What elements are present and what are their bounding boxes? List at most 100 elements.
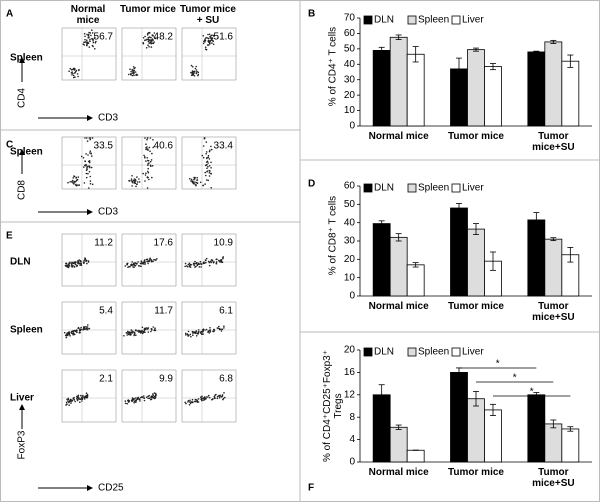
event-dot (79, 398, 81, 401)
significance-mark: * (513, 373, 517, 384)
percent-label: 2.1 (99, 374, 113, 385)
column-header: Tumor mice (120, 4, 176, 15)
event-dot (73, 175, 76, 178)
event-dot (143, 399, 146, 402)
event-dot (72, 332, 75, 335)
event-dot (95, 40, 97, 43)
event-dot (210, 187, 212, 189)
event-dot (202, 333, 204, 335)
event-dot (199, 331, 202, 333)
event-dot (192, 330, 194, 333)
event-dot (207, 37, 210, 40)
event-dot (200, 266, 202, 268)
event-dot (72, 262, 74, 265)
event-dot (72, 180, 74, 182)
event-dot (131, 185, 133, 187)
event-dot (147, 395, 149, 398)
event-dot (123, 335, 125, 337)
event-dot (150, 259, 153, 262)
event-dot (149, 160, 152, 163)
event-dot (184, 265, 186, 268)
event-dot (208, 150, 211, 153)
event-dot (86, 41, 89, 44)
event-dot (145, 328, 147, 331)
event-dot (77, 75, 79, 78)
event-dot (153, 41, 155, 43)
event-dot (219, 259, 222, 262)
event-dot (72, 74, 75, 77)
event-dot (140, 330, 143, 333)
event-dot (207, 179, 209, 182)
event-dot (148, 397, 151, 400)
event-dot (133, 398, 135, 400)
bar (544, 423, 563, 463)
event-dot (128, 180, 131, 182)
event-dot (209, 149, 211, 151)
event-dot (144, 263, 146, 265)
bar (467, 49, 485, 127)
error-bar (456, 57, 462, 81)
event-dot (73, 69, 76, 71)
event-dot (142, 261, 145, 264)
event-dot (207, 39, 210, 42)
bar (372, 223, 391, 297)
event-dot (212, 34, 215, 37)
event-dot (196, 179, 198, 181)
event-dot (148, 36, 151, 38)
event-dot (194, 331, 196, 333)
bar (450, 371, 468, 463)
event-dot (194, 176, 196, 179)
event-dot (133, 71, 135, 74)
event-dot (190, 64, 193, 67)
event-dot (196, 264, 199, 267)
event-dot (211, 42, 213, 44)
event-dot (133, 400, 136, 403)
event-dot (133, 178, 136, 180)
event-dot (194, 183, 196, 185)
event-dot (86, 33, 88, 36)
event-dot (191, 72, 193, 74)
y-tick-label: 4 (349, 434, 355, 445)
y-tick-label: 20 (344, 254, 356, 265)
event-dot (130, 399, 133, 402)
event-dot (207, 33, 209, 36)
event-dot (128, 331, 131, 334)
event-dot (189, 402, 192, 405)
event-dot (209, 41, 211, 43)
error-bar (533, 212, 540, 228)
event-dot (65, 262, 67, 265)
event-dot (65, 336, 68, 339)
x-tick-label: Tumor mice+SU (532, 467, 575, 489)
event-dot (67, 331, 70, 334)
event-dot (83, 44, 86, 46)
event-dot (89, 32, 92, 34)
event-dot (72, 72, 74, 75)
event-dot (88, 46, 91, 48)
event-dot (149, 39, 151, 41)
event-dot (70, 265, 73, 267)
event-dot (134, 67, 136, 69)
event-dot (210, 167, 212, 169)
y-tick-label: 0 (349, 121, 355, 132)
event-dot (154, 327, 156, 330)
error-bar (490, 403, 496, 416)
event-dot (76, 73, 79, 75)
event-dot (197, 329, 200, 331)
percent-label: 11.7 (154, 306, 173, 317)
event-dot (149, 164, 152, 166)
event-dot (195, 184, 197, 187)
event-dot (145, 396, 148, 399)
event-dot (201, 397, 203, 400)
event-dot (192, 401, 194, 404)
event-dot (91, 137, 94, 139)
event-dot (222, 257, 224, 260)
event-dot (80, 263, 82, 266)
plot-box (181, 233, 237, 287)
event-dot (78, 328, 81, 330)
event-dot (134, 332, 136, 335)
event-dot (129, 265, 131, 268)
bar (406, 53, 425, 127)
event-dot (148, 178, 150, 181)
event-dot (89, 180, 92, 182)
event-dot (143, 329, 146, 332)
